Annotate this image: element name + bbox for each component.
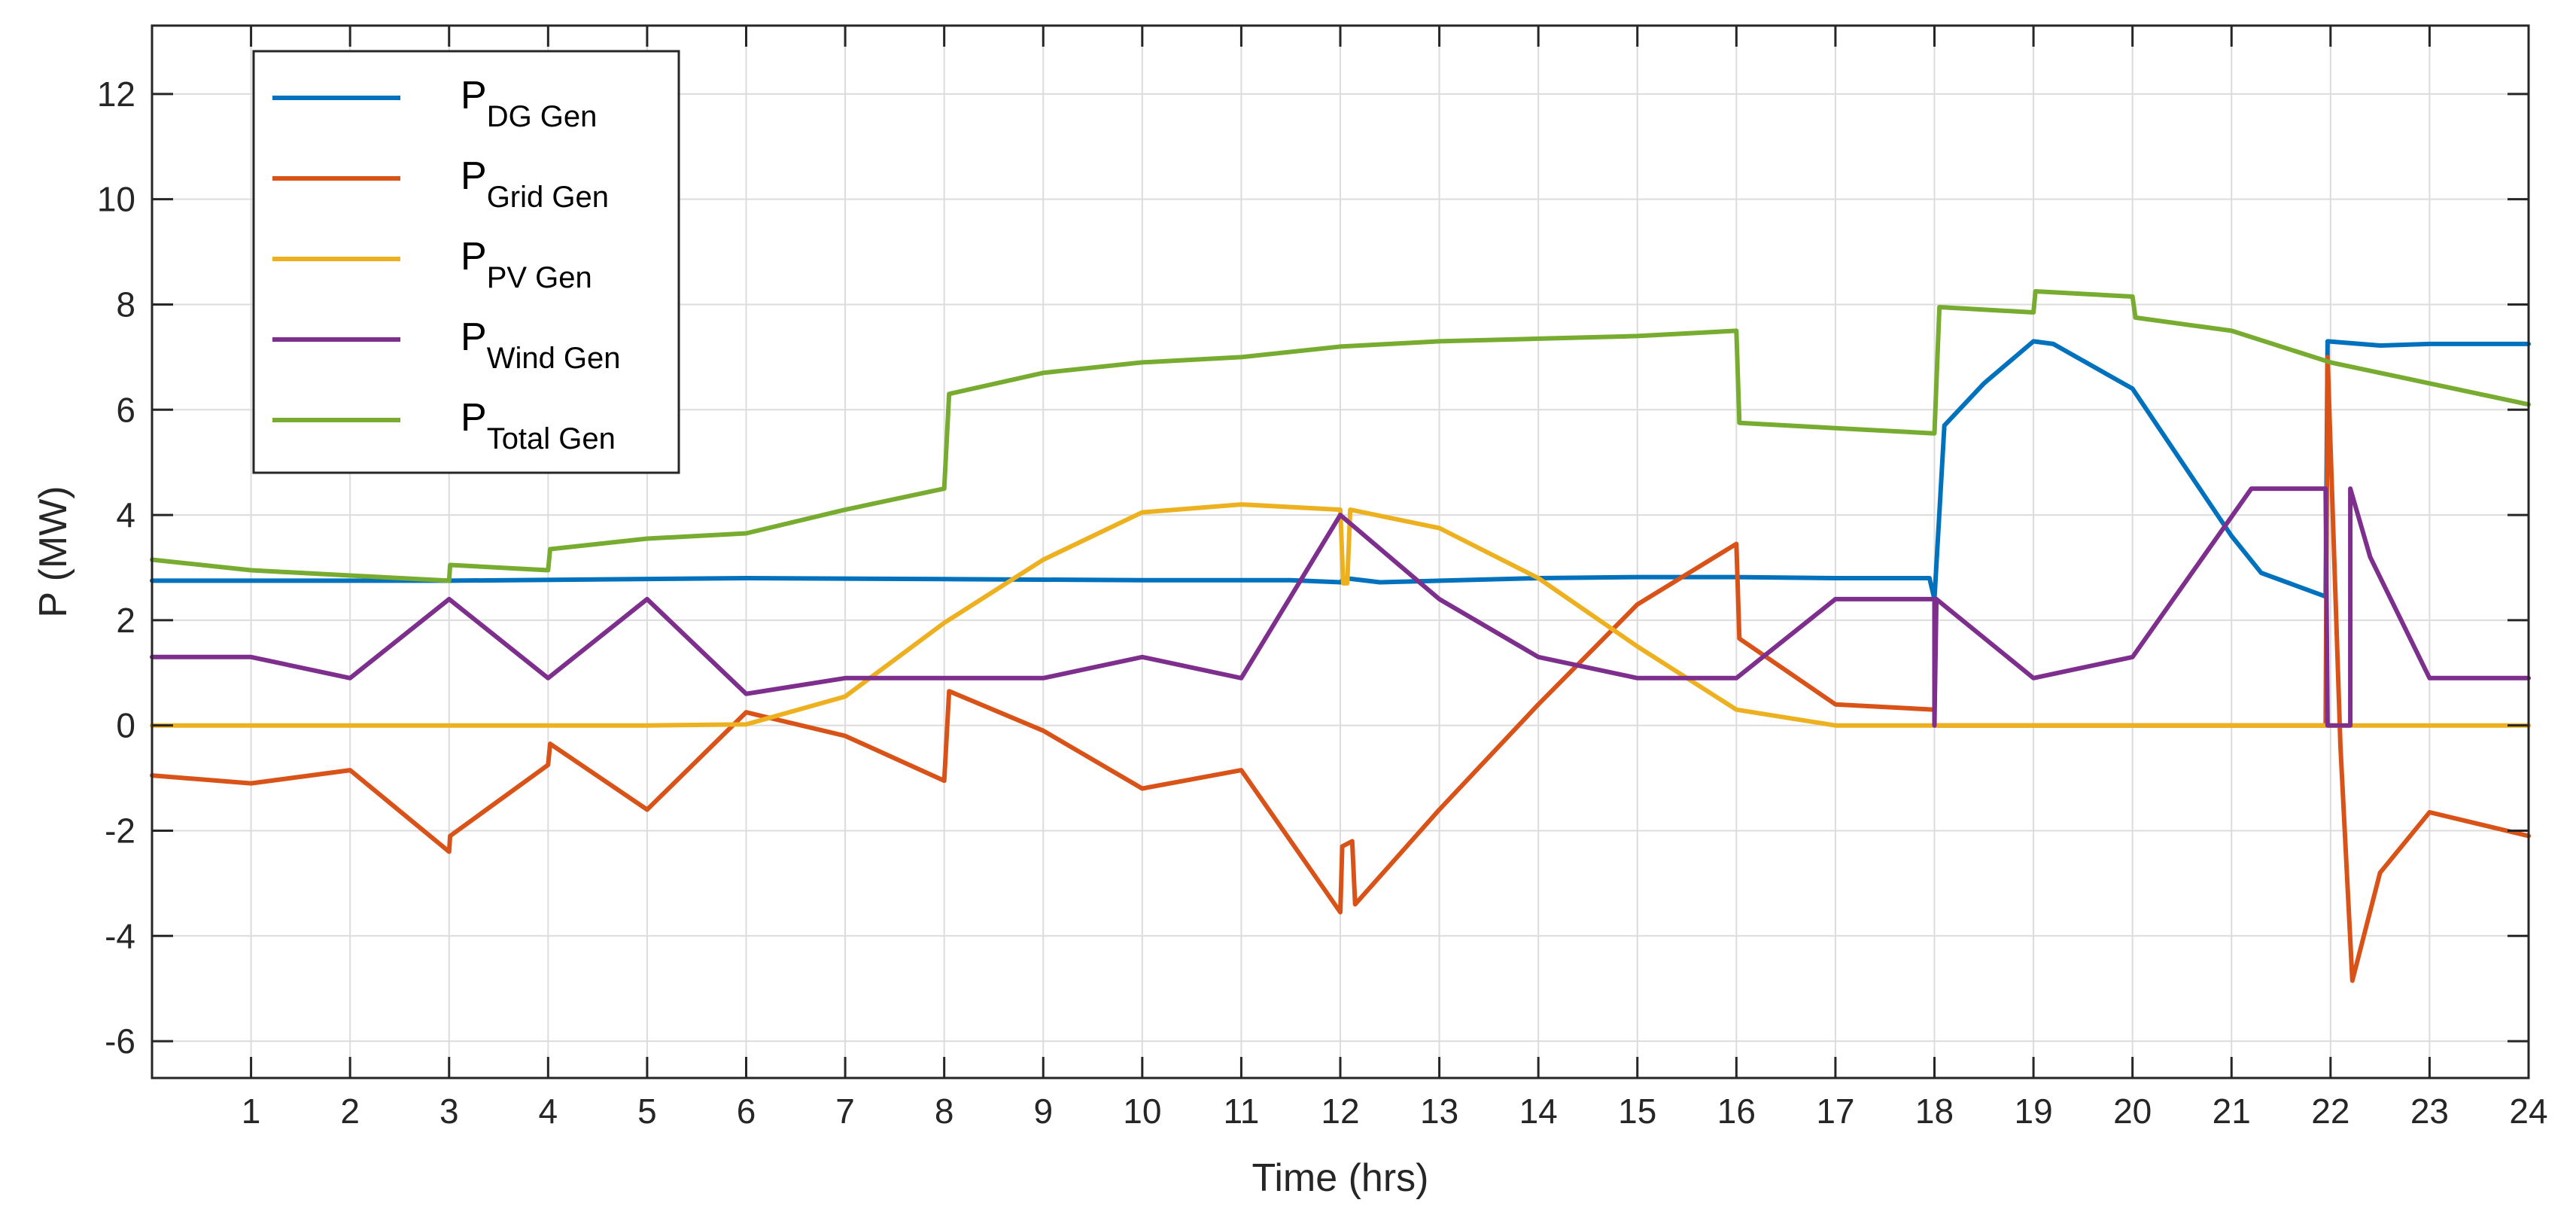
y-tick-label: 6 [116,390,135,429]
x-tick-label: 24 [2509,1092,2547,1131]
legend-label-main: P [461,396,487,440]
legend-label-main: P [461,154,487,198]
x-axis-title: Time (hrs) [1252,1156,1429,1200]
x-tick-label: 23 [2410,1092,2449,1131]
x-tick-label: 9 [1033,1092,1053,1131]
x-tick-label: 8 [935,1092,954,1131]
axis-ticks [152,26,2530,1078]
legend-label-main: P [461,74,487,117]
legend-label-subscript: Total Gen [487,422,616,455]
y-tick-label: 12 [97,75,135,114]
y-tick-label: 0 [116,706,135,745]
y-axis-title: P (MW) [32,486,75,617]
x-tick-label: 10 [1123,1092,1161,1131]
x-tick-label: 11 [1224,1092,1260,1131]
x-tick-label: 2 [340,1092,360,1131]
legend-label: PDG Gen [461,74,597,133]
x-tick-label: 13 [1420,1092,1458,1131]
x-tick-label: 16 [1717,1092,1756,1131]
x-tick-label: 20 [2113,1092,2152,1131]
legend-label: PPV Gen [461,235,592,294]
series-line-total-gen [150,289,2531,583]
x-tick-label: 17 [1816,1092,1854,1131]
x-tick-label: 4 [539,1092,558,1131]
x-tick-label: 22 [2311,1092,2349,1131]
series-line-pv-gen [150,502,2531,728]
y-tick-label: 2 [116,601,135,640]
series-line-wind-gen [150,486,2531,728]
legend-label-subscript: Wind Gen [487,342,621,375]
legend-label: PTotal Gen [461,396,616,455]
x-tick-label: 18 [1915,1092,1954,1131]
legend-label-subscript: PV Gen [487,261,592,294]
legend-label-subscript: DG Gen [487,100,598,133]
x-tick-label: 19 [2014,1092,2052,1131]
x-tick-label: 14 [1519,1092,1558,1131]
y-tick-label: -6 [105,1022,135,1061]
legend-box [252,50,680,474]
series-layer [150,289,2531,983]
tick-labels: 1 2 3 4 5 6 7 8 9 10 11 12 13 14 15 16 17 18 19 20 21 22 23 24-… [97,75,2548,1131]
series-line-dg-gen [150,339,2531,601]
y-tick-label: 8 [116,285,135,324]
legend-label: PWind Gen [461,315,621,375]
y-tick-label: 10 [97,180,135,219]
y-tick-label: -4 [105,916,135,955]
x-tick-label: 6 [737,1092,756,1131]
legend-label: PGrid Gen [461,154,609,214]
x-tick-label: 1 [242,1092,261,1131]
x-tick-label: 21 [2213,1092,2251,1131]
y-tick-label: -2 [105,811,135,850]
legend-label-subscript: Grid Gen [487,181,609,214]
legend-label-main: P [461,315,487,359]
y-tick-label: 4 [116,495,135,534]
x-tick-label: 15 [1618,1092,1656,1131]
x-tick-label: 7 [835,1092,855,1131]
x-tick-label: 5 [637,1092,657,1131]
x-tick-label: 12 [1321,1092,1359,1131]
x-tick-label: 3 [439,1092,459,1131]
legend-label-main: P [461,235,487,279]
